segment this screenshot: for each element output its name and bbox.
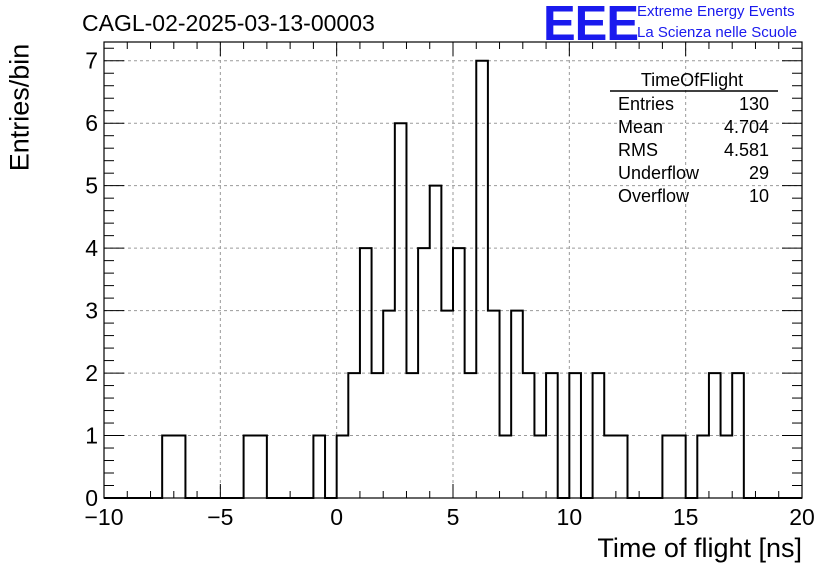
x-tick-label: −5 bbox=[207, 504, 233, 530]
tick-labels: −10 −5 0 5 10 15 20 0 1 2 3 4 5 6 7 bbox=[84, 48, 814, 530]
histogram-bar bbox=[337, 436, 349, 498]
stats-label: Entries bbox=[618, 94, 674, 114]
stats-value: 10 bbox=[749, 186, 769, 206]
histogram-bar bbox=[488, 311, 500, 498]
stats-label: Overflow bbox=[618, 186, 690, 206]
histogram-bar bbox=[616, 436, 628, 498]
x-tick-label: 10 bbox=[557, 504, 583, 530]
y-tick-label: 6 bbox=[85, 110, 98, 136]
stats-title: TimeOfFlight bbox=[641, 70, 743, 90]
x-tick-label: 15 bbox=[673, 504, 699, 530]
y-tick-label: 3 bbox=[85, 298, 98, 324]
y-tick-label: 2 bbox=[85, 360, 98, 386]
y-tick-label: 4 bbox=[85, 235, 98, 261]
histogram-bar bbox=[697, 436, 709, 498]
histogram-bar bbox=[162, 436, 174, 498]
histogram-bar bbox=[662, 436, 674, 498]
logo-tagline-1: Extreme Energy Events bbox=[637, 3, 795, 20]
eee-logo: EEE bbox=[543, 0, 639, 51]
stats-box: TimeOfFlight Entries 130 Mean 4.704 RMS 4.581 U… bbox=[610, 70, 778, 206]
stats-label: Underflow bbox=[618, 163, 700, 183]
histogram-bar bbox=[255, 436, 267, 498]
histogram-bar bbox=[383, 311, 395, 498]
stats-value: 130 bbox=[739, 94, 769, 114]
histogram-outline bbox=[104, 59, 802, 499]
y-tick-label: 1 bbox=[85, 423, 98, 449]
stats-value: 29 bbox=[749, 163, 769, 183]
stats-label: RMS bbox=[618, 140, 658, 160]
histogram-bar bbox=[500, 436, 512, 498]
histogram-bar bbox=[674, 436, 686, 498]
histogram-bar bbox=[721, 436, 733, 498]
y-tick-label: 0 bbox=[85, 485, 98, 511]
y-tick-label: 5 bbox=[85, 173, 98, 199]
y-tick-label: 7 bbox=[85, 48, 98, 74]
histogram-bar bbox=[511, 311, 523, 498]
histogram-bar bbox=[604, 436, 616, 498]
x-tick-label: 5 bbox=[447, 504, 460, 530]
histogram-bar bbox=[174, 436, 186, 498]
histogram-bar bbox=[441, 311, 453, 498]
stats-value: 4.581 bbox=[724, 140, 769, 160]
histogram-bar bbox=[476, 61, 488, 498]
plot-frame bbox=[103, 41, 803, 499]
histogram-bar bbox=[534, 436, 546, 498]
histogram-bar bbox=[313, 436, 325, 498]
stats-label: Mean bbox=[618, 117, 663, 137]
histogram-bar bbox=[244, 436, 256, 498]
chart-title: CAGL-02-2025-03-13-00003 bbox=[82, 10, 375, 36]
x-tick-label: 0 bbox=[330, 504, 343, 530]
x-axis-label: Time of flight [ns] bbox=[597, 533, 802, 563]
stats-value: 4.704 bbox=[724, 117, 769, 137]
histogram-bar bbox=[430, 186, 442, 498]
logo-tagline-2: La Scienza nelle Scuole bbox=[637, 24, 798, 41]
x-tick-label: −10 bbox=[84, 504, 123, 530]
x-tick-label: 20 bbox=[789, 504, 815, 530]
